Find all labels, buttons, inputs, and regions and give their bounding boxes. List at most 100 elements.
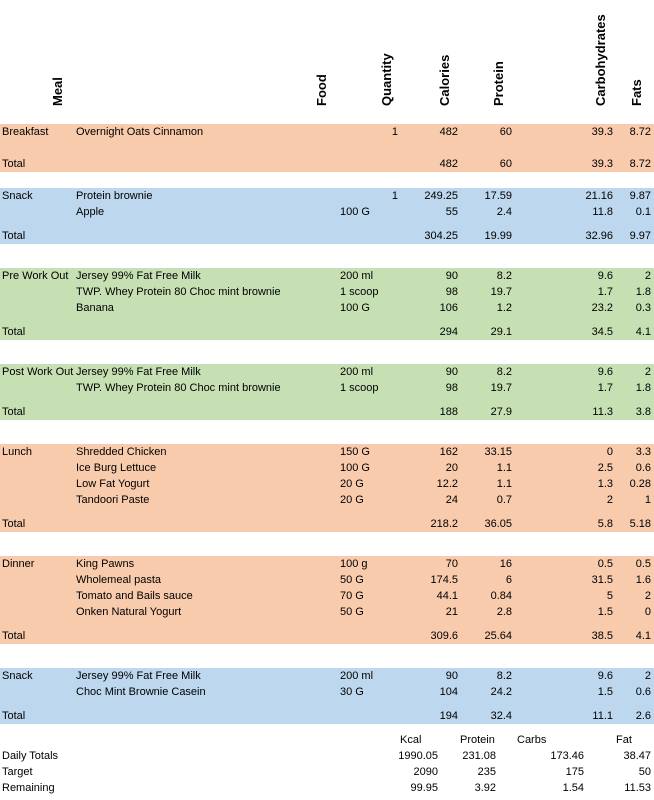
fats: 1.8 [635,382,651,394]
fats: 1 [644,494,651,506]
fats: 2 [644,270,651,282]
spacer-row [0,316,654,324]
food-amount: 20 G [340,478,364,490]
calories: 24 [445,494,458,506]
meal-name: Dinner [2,558,35,570]
table-row: Pre Work Out Jersey 99% Fat Free Milk 200 … [0,268,654,284]
carbohydrates: 1.7 [597,286,613,298]
summary-kcal: 1990.05 [398,750,438,762]
summary-carbs: 1.54 [562,782,584,794]
summary-kcal: 99.95 [410,782,438,794]
header-protein: Protein [491,61,506,106]
total-label: Total [2,518,26,530]
table-row: Apple 100 G 55 2.4 11.8 0.1 [0,204,654,220]
calories: 12.2 [436,478,458,490]
total-label: Total [2,710,26,722]
calories: 55 [445,206,458,218]
food-amount: 100 g [340,558,368,570]
total-fats: 3.8 [635,406,651,418]
spacer-row [0,396,654,404]
food-amount: 100 G [340,206,370,218]
total-protein: 60 [499,158,512,170]
food-name: Shredded Chicken [76,446,167,458]
meal-name: Lunch [2,446,32,458]
food-amount: 100 G [340,462,370,474]
food-amount: 70 G [340,590,364,602]
meal-name: Post Work Out [2,366,74,378]
spacer-row [0,140,654,156]
total-protein: 25.64 [484,630,512,642]
spacer-row [0,508,654,516]
summary-fat: 50 [638,766,651,778]
calories: 104 [439,686,458,698]
protein: 17.59 [484,190,512,202]
food-name: Apple [76,206,105,218]
protein: 1.1 [496,462,512,474]
calories: 90 [445,670,458,682]
total-protein: 36.05 [484,518,512,530]
food-amount: 30 G [340,686,364,698]
quantity: 1 [391,126,398,138]
table-row: Lunch Shredded Chicken 150 G 162 33.15 0 3.3 [0,444,654,460]
total-row: Total 218.2 36.05 5.8 5.18 [0,516,654,532]
total-carbohydrates: 39.3 [591,158,613,170]
carbohydrates: 9.6 [597,366,613,378]
total-row: Total 188 27.9 11.3 3.8 [0,404,654,420]
summary-protein: 235 [477,766,496,778]
total-row: Total 304.25 19.99 32.96 9.97 [0,228,654,244]
protein: 16 [499,558,512,570]
carbohydrates: 11.8 [592,206,613,218]
protein: 0.7 [496,494,512,506]
carbohydrates: 5 [606,590,613,602]
protein: 19.7 [490,286,512,298]
calories: 174.5 [430,574,458,586]
food-name: Banana [76,302,114,314]
summary-kcal: 2090 [413,766,438,778]
total-label: Total [2,630,26,642]
total-row: Total 294 29.1 34.5 4.1 [0,324,654,340]
total-carbohydrates: 11.1 [592,710,613,722]
total-row: Total 309.6 25.64 38.5 4.1 [0,628,654,644]
food-name: TWP. Whey Protein 80 Choc mint brownie [76,382,281,394]
fats: 0.1 [635,206,651,218]
total-protein: 27.9 [490,406,512,418]
food-amount: 200 ml [340,670,374,682]
fats: 1.6 [635,574,651,586]
summary-label-kcal: Kcal [400,734,422,746]
food-name: Onken Natural Yogurt [76,606,182,618]
protein: 1.1 [496,478,512,490]
food-name: Low Fat Yogurt [76,478,150,490]
column-header-row: Meal Food Quantity Calories Protein Carb… [0,0,654,118]
protein: 6 [505,574,512,586]
total-row: Total 482 60 39.3 8.72 [0,156,654,172]
total-carbohydrates: 38.5 [591,630,613,642]
total-calories: 482 [439,158,458,170]
summary-carbs: 173.46 [550,750,584,762]
calories: 482 [439,126,458,138]
total-row: Total 194 32.4 11.1 2.6 [0,708,654,724]
carbohydrates: 2.5 [597,462,613,474]
food-name: TWP. Whey Protein 80 Choc mint brownie [76,286,281,298]
calories: 44.1 [436,590,458,602]
calories: 106 [439,302,458,314]
table-row: Wholemeal pasta 50 G 174.5 6 31.5 1.6 [0,572,654,588]
table-row: Snack Protein brownie 1 249.25 17.59 21.16 9.8… [0,188,654,204]
total-protein: 19.99 [484,230,512,242]
meal-name: Breakfast [2,126,49,138]
summary-row-label: Target [2,766,33,778]
total-calories: 188 [439,406,458,418]
header-calories: Calories [437,54,452,106]
table-row: Dinner King Pawns 100 g 70 16 0.5 0.5 [0,556,654,572]
meal-name: Snack [2,190,33,202]
protein: 8.2 [496,270,512,282]
calories: 162 [439,446,458,458]
total-fats: 4.1 [635,326,651,338]
food-name: Protein brownie [76,190,153,202]
table-row: Choc Mint Brownie Casein 30 G 104 24.2 1.5 0.… [0,684,654,700]
carbohydrates: 9.6 [597,670,613,682]
food-amount: 200 ml [340,270,374,282]
food-name: Ice Burg Lettuce [76,462,157,474]
calories: 90 [445,366,458,378]
total-calories: 194 [439,710,458,722]
carbohydrates: 2 [606,494,613,506]
